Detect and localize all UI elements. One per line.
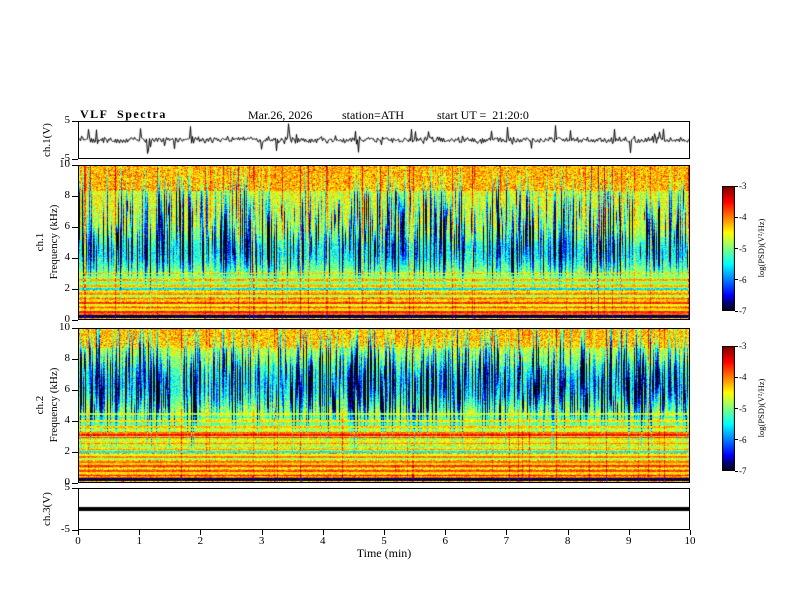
- y-tick-label: 6: [64, 383, 71, 395]
- ch1-spec-channel-label: ch.1: [34, 232, 46, 252]
- y-tick-label: 2: [64, 445, 71, 457]
- x-tick: [628, 530, 630, 535]
- y-tick-label: 8: [64, 352, 71, 364]
- x-tick: [567, 530, 569, 535]
- y-tick: [72, 358, 78, 360]
- y-tick: [72, 226, 78, 228]
- y-tick: [72, 195, 78, 197]
- y-tick-label: 10: [59, 158, 70, 170]
- y-tick: [72, 158, 78, 160]
- colorbar-ch2: [722, 346, 735, 471]
- x-tick: [445, 530, 447, 535]
- y-tick: [72, 327, 78, 329]
- ch3-wave-ylabel: ch.3(V): [41, 492, 53, 526]
- x-tick: [261, 530, 263, 535]
- y-tick-label: 2: [64, 282, 71, 294]
- y-tick-label: 5: [64, 114, 71, 126]
- ch2-spec-channel-label: ch.2: [34, 395, 46, 415]
- colorbar-tick: [735, 216, 738, 218]
- colorbar-tick: [735, 310, 738, 312]
- x-tick: [690, 530, 691, 535]
- colorbar-tick: [735, 470, 738, 472]
- x-tick-label: 3: [258, 535, 265, 547]
- y-tick: [72, 164, 78, 166]
- ch2-spectrogram-panel: [78, 328, 690, 483]
- y-tick-label: -5: [60, 152, 70, 164]
- ch1-waveform-panel: [78, 121, 690, 159]
- colorbar-tick: [735, 376, 738, 378]
- y-tick: [72, 288, 78, 290]
- x-tick: [139, 530, 141, 535]
- x-tick: [384, 530, 385, 535]
- y-tick: [72, 487, 78, 489]
- x-tick-label: 4: [320, 535, 326, 547]
- colorbar-tick: [735, 345, 738, 347]
- colorbar-tick-label: -6: [739, 434, 747, 445]
- colorbar-tick-label: -7: [739, 306, 747, 316]
- colorbar-tick-label: -5: [739, 243, 747, 254]
- x-tick: [78, 530, 79, 535]
- y-tick: [72, 420, 78, 422]
- colorbar-tick-label: -3: [739, 341, 747, 351]
- colorbar-tick-label: -4: [739, 212, 747, 223]
- ch2-spec-ylabel: Frequency (kHz): [48, 367, 60, 443]
- colorbar-tick-label: -4: [739, 372, 747, 383]
- x-tick: [506, 530, 508, 535]
- ch1-spectrogram-canvas: [79, 166, 689, 319]
- y-tick-label: 6: [64, 220, 71, 232]
- figure-title: VLF Spectra: [80, 107, 167, 121]
- y-tick: [72, 482, 78, 484]
- colorbar-tick-label: -3: [739, 181, 747, 191]
- x-tick-label: 1: [136, 535, 142, 547]
- ch1-spectrogram-panel: [78, 165, 690, 320]
- ch3-waveform-canvas: [79, 489, 689, 529]
- colorbar-tick: [735, 439, 738, 441]
- colorbar-tick: [735, 248, 738, 249]
- y-tick-label: -5: [60, 523, 70, 535]
- x-tick-label: 10: [684, 535, 696, 547]
- y-tick: [72, 529, 78, 531]
- y-tick-label: 10: [59, 321, 70, 333]
- y-tick: [72, 389, 78, 391]
- x-tick-label: 9: [626, 535, 632, 547]
- figure-start-ut: start UT = 21:20:0: [437, 108, 529, 122]
- colorbar-tick-label: -7: [739, 466, 747, 476]
- colorbar-tick: [735, 408, 738, 409]
- y-tick-label: 4: [64, 414, 71, 426]
- x-tick-label: 2: [197, 535, 204, 547]
- x-tick: [200, 530, 202, 535]
- y-tick: [72, 451, 78, 453]
- y-tick-label: 4: [64, 251, 71, 263]
- x-tick: [322, 530, 324, 535]
- x-tick-label: 7: [503, 535, 510, 547]
- y-tick-label: 0: [64, 313, 71, 325]
- colorbar-ch1-label: log(PSD)(V²/Hz): [756, 218, 766, 278]
- y-tick-label: 8: [64, 189, 71, 201]
- ch2-spectrogram-canvas: [79, 329, 689, 482]
- colorbar-tick: [735, 185, 738, 187]
- colorbar-tick-label: -5: [739, 403, 747, 414]
- colorbar-ch2-label: log(PSD)(V²/Hz): [756, 378, 766, 438]
- x-tick-label: 8: [564, 535, 571, 547]
- colorbar-tick-label: -6: [739, 274, 747, 285]
- figure-date: Mar.26, 2026: [248, 108, 313, 122]
- x-tick-label: 5: [381, 535, 387, 547]
- figure-station: station=ATH: [342, 108, 405, 122]
- colorbar-ch1: [722, 186, 735, 311]
- colorbar-tick: [735, 279, 738, 281]
- y-tick: [72, 319, 78, 321]
- y-tick-label: 0: [64, 476, 71, 488]
- x-tick-label: 6: [442, 535, 448, 547]
- y-tick: [72, 257, 78, 259]
- y-tick-label: 5: [64, 481, 71, 493]
- y-tick: [72, 120, 78, 122]
- ch1-waveform-canvas: [79, 122, 689, 158]
- ch1-spec-ylabel: Frequency (kHz): [48, 204, 60, 280]
- x-tick-label: 0: [75, 535, 81, 547]
- ch3-waveform-panel: [78, 488, 690, 530]
- x-axis-label: Time (min): [356, 546, 412, 560]
